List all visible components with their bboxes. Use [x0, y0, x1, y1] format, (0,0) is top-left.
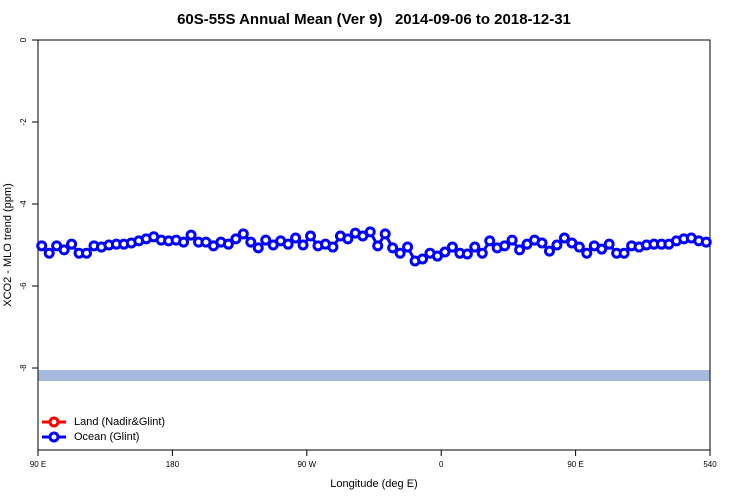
data-point	[618, 247, 630, 259]
data-point	[700, 236, 712, 248]
data-point	[417, 253, 429, 265]
data-point	[245, 236, 257, 248]
data-point	[469, 241, 481, 253]
x-tick-label: 540	[703, 460, 717, 469]
data-point	[476, 247, 488, 259]
data-point	[514, 244, 526, 256]
data-point	[596, 243, 608, 255]
data-point	[543, 245, 555, 257]
x-tick-label: 90 E	[567, 460, 583, 469]
x-tick-label: 0	[439, 460, 444, 469]
data-point	[305, 230, 317, 242]
y-tick-label: 0	[19, 37, 28, 42]
data-point	[439, 246, 451, 258]
data-point	[499, 240, 511, 252]
data-point	[573, 241, 585, 253]
legend-label: Ocean (Glint)	[74, 431, 139, 443]
data-point	[461, 248, 473, 260]
data-point	[178, 236, 190, 248]
data-point	[290, 232, 302, 244]
y-tick-label: -4	[19, 200, 28, 208]
data-point	[506, 234, 518, 246]
legend-marker	[48, 416, 60, 428]
data-point	[81, 247, 93, 259]
data-point	[387, 242, 399, 254]
data-point	[252, 242, 264, 254]
y-tick-label: -8	[19, 364, 28, 372]
data-point	[364, 226, 376, 238]
data-point	[484, 235, 496, 247]
data-point	[260, 234, 272, 246]
data-point	[237, 228, 249, 240]
coverage-band	[38, 370, 710, 381]
x-tick-label: 90 E	[30, 460, 46, 469]
data-point	[327, 241, 339, 253]
data-point	[603, 238, 615, 250]
data-point	[379, 228, 391, 240]
data-point	[43, 247, 55, 259]
x-tick-label: 90 W	[297, 460, 316, 469]
x-axis-label: Longitude (deg E)	[330, 478, 417, 490]
x-tick-label: 180	[166, 460, 180, 469]
data-point	[36, 240, 48, 252]
legend-label: Land (Nadir&Glint)	[74, 416, 165, 428]
legend-marker	[48, 431, 60, 443]
data-point	[558, 232, 570, 244]
y-tick-label: -2	[19, 118, 28, 126]
data-point	[446, 241, 458, 253]
data-point	[66, 238, 78, 250]
chart-title: 60S-55S Annual Mean (Ver 9) 2014-09-06 t…	[177, 11, 571, 28]
data-point	[185, 229, 197, 241]
data-point	[372, 240, 384, 252]
data-point	[230, 233, 242, 245]
y-tick-label: -6	[19, 282, 28, 290]
data-point	[297, 239, 309, 251]
y-axis-label: XCO2 - MLO trend (ppm)	[2, 183, 14, 306]
data-point	[282, 238, 294, 250]
data-point	[581, 247, 593, 259]
data-point	[222, 238, 234, 250]
data-point	[536, 237, 548, 249]
data-point	[58, 244, 70, 256]
data-point	[394, 247, 406, 259]
data-point	[402, 241, 414, 253]
data-point	[551, 239, 563, 251]
data-point	[342, 233, 354, 245]
